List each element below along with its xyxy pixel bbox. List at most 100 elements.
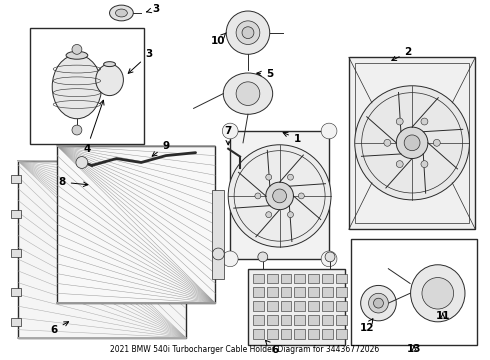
Bar — [248, 269, 345, 346]
Bar — [294, 329, 305, 338]
Bar — [267, 274, 278, 283]
Ellipse shape — [52, 55, 101, 119]
Text: 2021 BMW 540i Turbocharger Cable Holder Diagram for 34436772026: 2021 BMW 540i Turbocharger Cable Holder … — [110, 345, 380, 354]
Circle shape — [272, 189, 287, 203]
Bar — [281, 287, 292, 297]
Ellipse shape — [66, 51, 88, 59]
Circle shape — [76, 157, 88, 168]
Bar — [267, 301, 278, 311]
Ellipse shape — [96, 64, 123, 96]
Circle shape — [396, 127, 428, 158]
Bar — [308, 274, 319, 283]
Circle shape — [325, 252, 335, 262]
Bar — [351, 239, 477, 346]
Text: 12: 12 — [359, 319, 374, 333]
Bar — [336, 274, 347, 283]
Bar — [281, 315, 292, 325]
Bar — [308, 301, 319, 311]
Bar — [308, 329, 319, 338]
Text: 13: 13 — [407, 345, 421, 354]
Polygon shape — [57, 146, 215, 303]
Bar — [253, 301, 264, 311]
Bar — [308, 315, 319, 325]
Circle shape — [222, 123, 238, 139]
Text: 10: 10 — [211, 33, 226, 45]
Circle shape — [373, 298, 383, 308]
Circle shape — [228, 145, 331, 247]
Bar — [294, 287, 305, 297]
Circle shape — [433, 139, 440, 146]
Circle shape — [396, 161, 403, 167]
Bar — [322, 315, 333, 325]
Bar — [253, 329, 264, 338]
Bar — [355, 63, 469, 224]
Bar — [322, 301, 333, 311]
Circle shape — [355, 86, 469, 200]
Bar — [11, 288, 21, 296]
Text: 3: 3 — [147, 4, 160, 14]
Circle shape — [421, 118, 428, 125]
Circle shape — [266, 212, 271, 217]
Ellipse shape — [103, 62, 116, 67]
Circle shape — [421, 161, 428, 167]
Text: 8: 8 — [58, 177, 88, 187]
Bar — [349, 57, 475, 229]
Circle shape — [288, 212, 294, 217]
Bar — [11, 175, 21, 183]
Circle shape — [236, 82, 260, 105]
Bar — [30, 28, 144, 144]
Text: 6: 6 — [50, 322, 69, 335]
Bar — [281, 274, 292, 283]
Bar — [183, 200, 193, 298]
Polygon shape — [18, 161, 186, 338]
Circle shape — [266, 182, 294, 210]
Text: 2: 2 — [392, 47, 412, 60]
Ellipse shape — [411, 265, 465, 322]
Bar — [281, 329, 292, 338]
Bar — [253, 287, 264, 297]
Polygon shape — [230, 131, 329, 259]
Bar — [11, 318, 21, 326]
Circle shape — [242, 27, 254, 39]
Circle shape — [396, 118, 403, 125]
Bar — [294, 315, 305, 325]
Circle shape — [288, 174, 294, 180]
Bar — [322, 287, 333, 297]
Bar — [308, 287, 319, 297]
Text: 7: 7 — [224, 126, 232, 145]
Bar — [336, 301, 347, 311]
Circle shape — [236, 21, 260, 45]
Bar — [336, 315, 347, 325]
Circle shape — [266, 174, 271, 180]
Circle shape — [368, 293, 389, 313]
Ellipse shape — [116, 9, 127, 17]
Circle shape — [72, 45, 82, 54]
Circle shape — [72, 125, 82, 135]
Bar — [267, 287, 278, 297]
Bar — [322, 329, 333, 338]
Bar — [294, 274, 305, 283]
Bar — [336, 329, 347, 338]
Text: 11: 11 — [436, 311, 450, 321]
Bar — [267, 329, 278, 338]
Bar — [336, 287, 347, 297]
Bar — [253, 315, 264, 325]
Circle shape — [298, 193, 304, 199]
Circle shape — [255, 193, 261, 199]
Bar — [281, 301, 292, 311]
Text: 9: 9 — [152, 141, 170, 156]
Circle shape — [361, 285, 396, 321]
Bar — [11, 249, 21, 257]
Text: 1: 1 — [283, 132, 301, 144]
Circle shape — [384, 139, 391, 146]
Text: 3: 3 — [128, 49, 153, 73]
Bar — [212, 190, 224, 279]
Circle shape — [422, 278, 454, 309]
Bar — [294, 301, 305, 311]
Text: 4: 4 — [83, 100, 104, 154]
Text: 6: 6 — [266, 340, 278, 355]
Circle shape — [226, 11, 270, 54]
Ellipse shape — [223, 73, 272, 114]
Bar — [322, 274, 333, 283]
Circle shape — [321, 251, 337, 267]
